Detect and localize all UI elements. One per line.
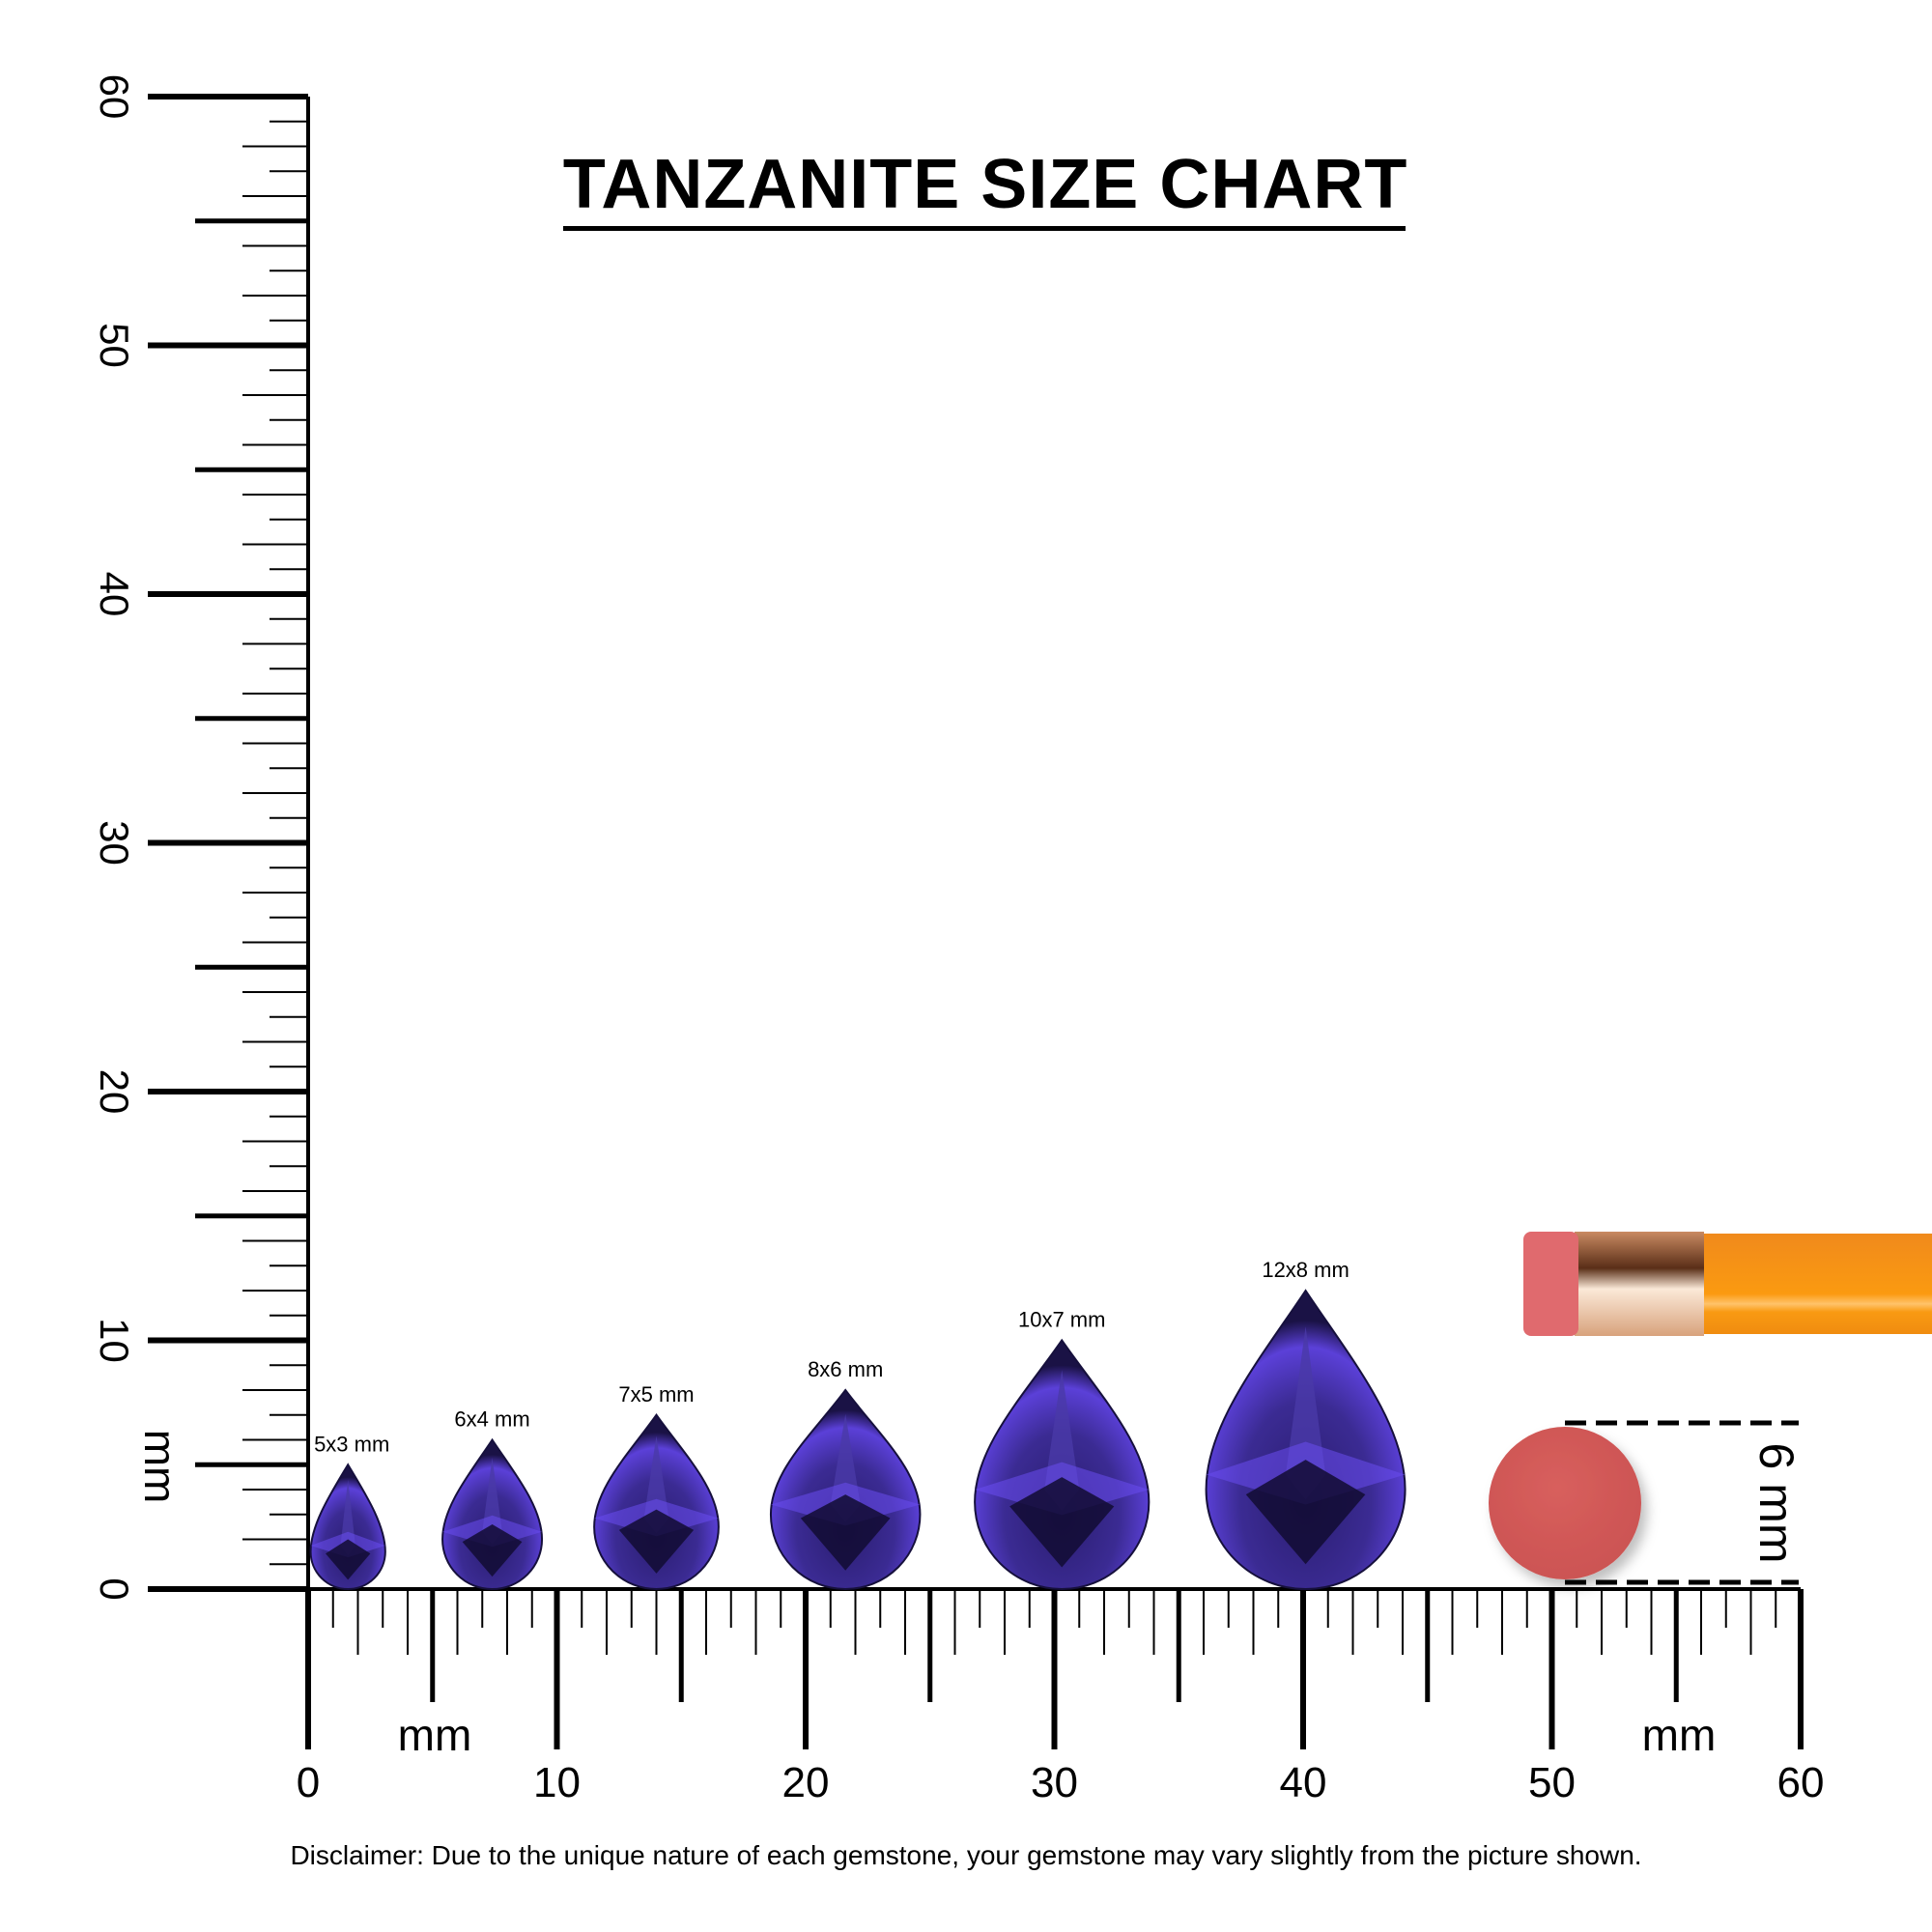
vertical-tick-label: 0: [92, 1577, 137, 1600]
horizontal-tick-label: 30: [1031, 1759, 1078, 1806]
pencil-eraser: [1523, 1232, 1578, 1336]
horizontal-tick-label: 20: [782, 1759, 830, 1806]
gem-size-label: 12x8 mm: [1262, 1258, 1349, 1282]
eraser-dimension-label: 6 mm: [1749, 1443, 1804, 1564]
gem-size-label: 7x5 mm: [618, 1382, 694, 1406]
horizontal-ruler: 0 10 20 30 40 50 60: [297, 1587, 1825, 1806]
vertical-tick-label: 20: [92, 1069, 137, 1115]
vertical-tick-label: 40: [92, 572, 137, 617]
vertical-unit-label: mm: [135, 1430, 185, 1504]
gem-6x4mm: 6x4 mm: [441, 1407, 544, 1590]
gem-facet: [462, 1524, 523, 1577]
pencil: [1523, 1232, 1932, 1336]
gem-facet: [326, 1539, 371, 1580]
vertical-tick-label: 50: [92, 323, 137, 368]
gem-size-label: 5x3 mm: [314, 1432, 389, 1456]
gem-size-label: 10x7 mm: [1018, 1308, 1105, 1332]
gem-size-label: 6x4 mm: [454, 1407, 529, 1432]
pencil-body: [1700, 1234, 1932, 1334]
horizontal-unit-label-right: mm: [1642, 1710, 1717, 1760]
horizontal-tick-label: 10: [533, 1759, 581, 1806]
gem-12x8mm: 12x8 mm: [1205, 1258, 1406, 1590]
gem-facet: [1009, 1477, 1115, 1568]
vertical-tick-label: 10: [92, 1318, 137, 1363]
pencil-ferrule: [1575, 1232, 1704, 1336]
gem-5x3mm: 5x3 mm: [309, 1432, 389, 1591]
horizontal-tick-label: 0: [297, 1759, 320, 1806]
chart-title: TANZANITE SIZE CHART: [562, 146, 1408, 223]
horizontal-unit-label-left: mm: [398, 1710, 472, 1760]
gem-facet: [1245, 1460, 1366, 1565]
title-underline: [563, 226, 1406, 231]
vertical-tick-label: 60: [92, 74, 137, 120]
vertical-tick-label: 30: [92, 820, 137, 866]
gem-facet: [618, 1509, 695, 1574]
gem-10x7mm: 10x7 mm: [974, 1308, 1151, 1591]
horizontal-tick-label: 50: [1528, 1759, 1576, 1806]
gem-group: 5x3 mm 6x4 mm 7x5 mm 8x6 mm 10x7 mm 12x8 mm: [309, 1258, 1406, 1591]
gem-7x5mm: 7x5 mm: [593, 1382, 720, 1590]
gem-8x6mm: 8x6 mm: [769, 1357, 922, 1590]
gem-facet: [800, 1494, 891, 1571]
horizontal-tick-label: 60: [1777, 1759, 1825, 1806]
vertical-ruler: 0 10 20 30 40 50 60: [92, 74, 310, 1601]
disclaimer-text: Disclaimer: Due to the unique nature of …: [290, 1840, 1642, 1870]
eraser-reference-circle: [1489, 1427, 1641, 1579]
horizontal-tick-label: 40: [1280, 1759, 1327, 1806]
gem-size-label: 8x6 mm: [808, 1357, 883, 1381]
